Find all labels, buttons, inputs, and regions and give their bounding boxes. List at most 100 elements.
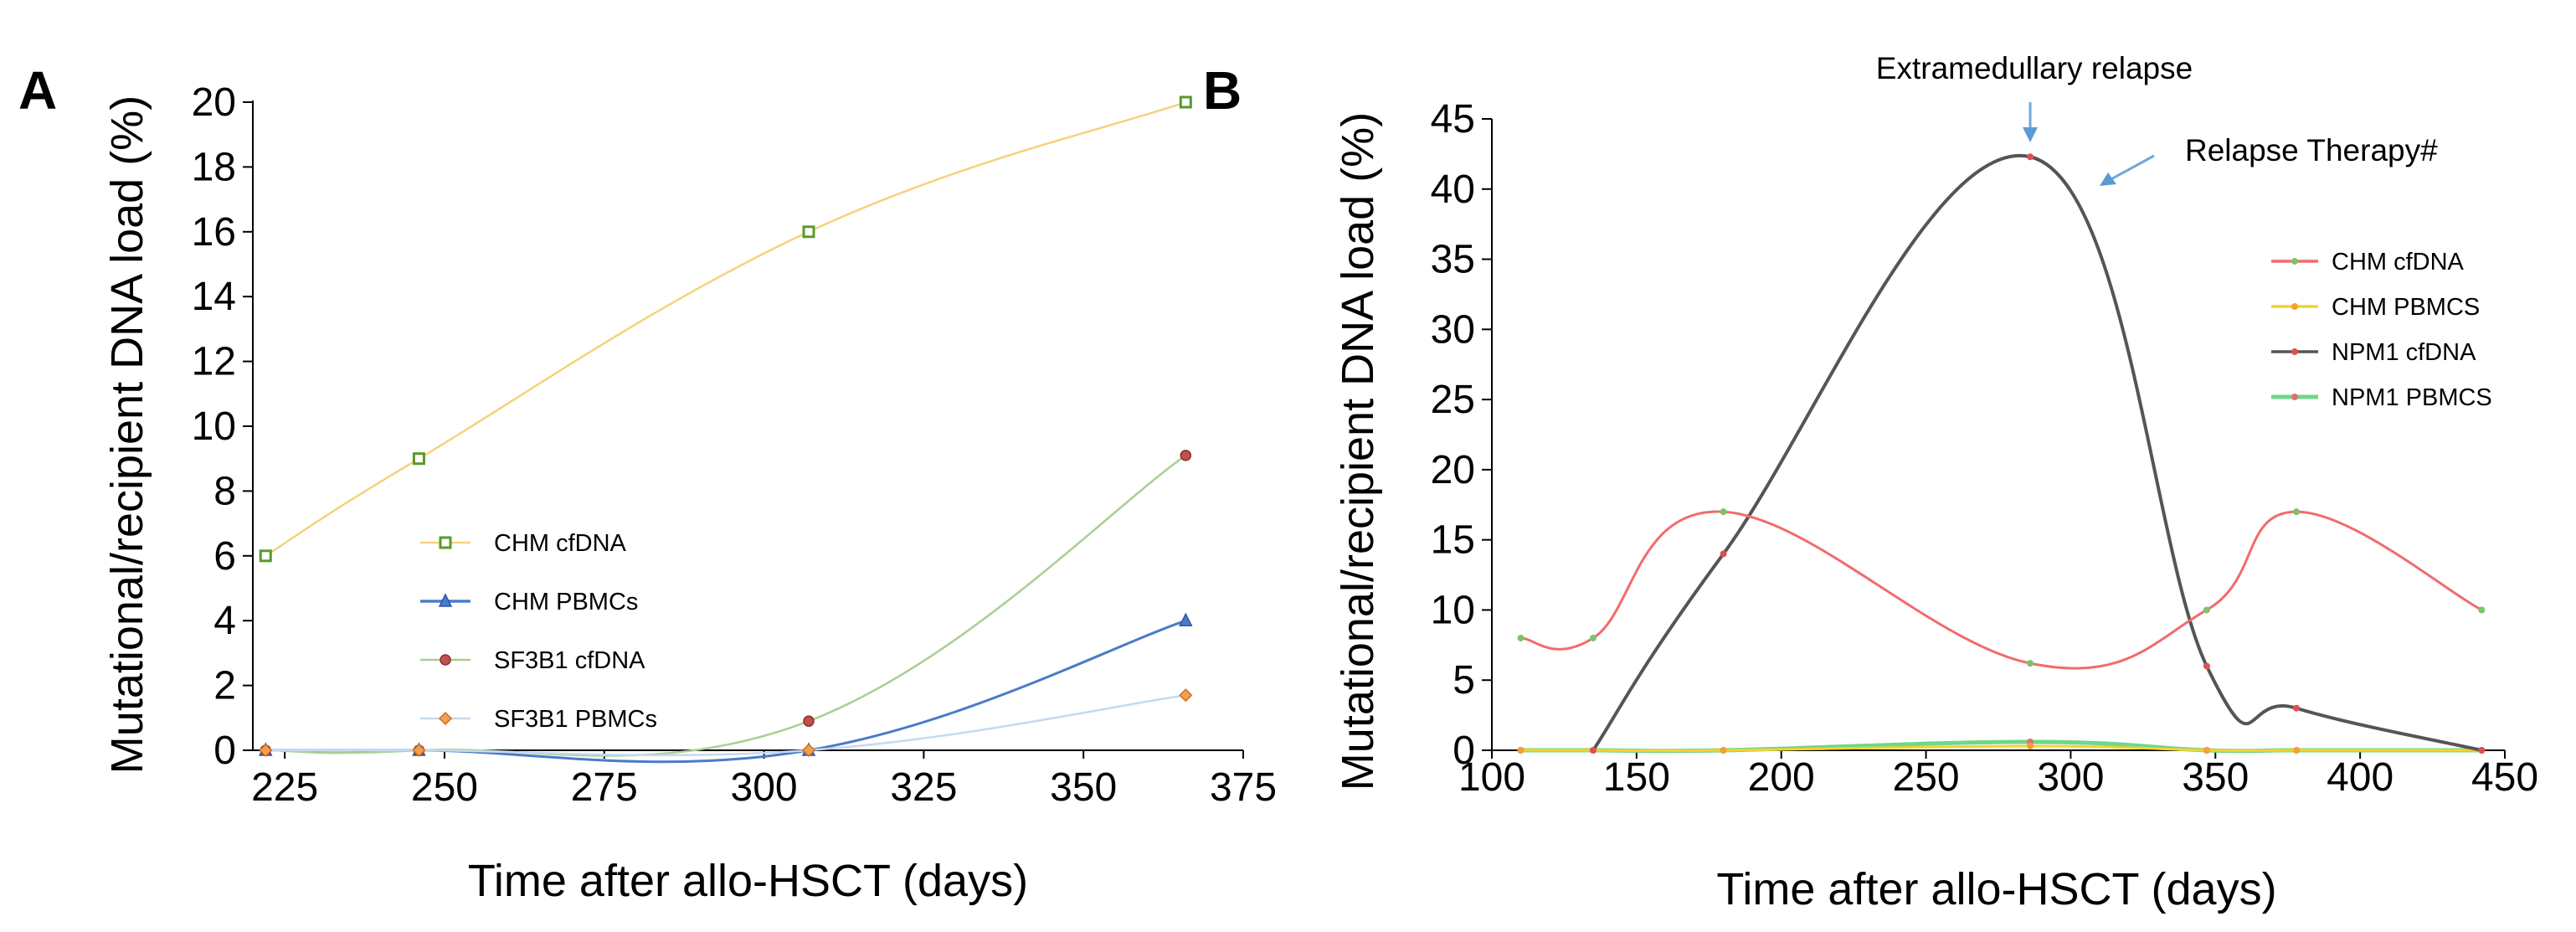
- legend-marker: [2291, 394, 2298, 400]
- data-point: [1720, 747, 1727, 754]
- x-tick-label: 225: [251, 765, 318, 810]
- legend-marker: [440, 654, 451, 666]
- series-line: [265, 619, 1186, 764]
- data-point: [412, 743, 426, 758]
- data-point: [2293, 704, 2301, 712]
- series-sf3b1-cfdna: [260, 450, 1192, 757]
- annotation-arrowhead: [2023, 127, 2039, 142]
- y-tick-label: 4: [213, 599, 236, 643]
- y-tick-label: 10: [192, 404, 236, 449]
- legend-label: NPM1 PBMCS: [2332, 384, 2492, 411]
- annotation-extramedullary-relapse: Extramedullary relapse: [1876, 51, 2193, 85]
- series-line: [265, 454, 1187, 757]
- x-tick-label: 375: [1210, 765, 1277, 810]
- y-tick-label: 5: [1453, 658, 1475, 703]
- x-tick-label: 100: [1458, 755, 1525, 800]
- series-chm-pbmcs: [259, 612, 1193, 764]
- x-tick-label: 350: [2182, 755, 2249, 800]
- legend-marker: [438, 711, 453, 726]
- y-tick-label: 25: [1431, 378, 1475, 422]
- annotation-arrow: [2107, 154, 2155, 183]
- data-point: [2478, 606, 2486, 614]
- x-tick-label: 300: [2037, 755, 2104, 800]
- x-axis-title: Time after allo-HSCT (days): [468, 856, 1028, 906]
- y-tick-label: 15: [1431, 518, 1475, 563]
- data-point: [2203, 747, 2210, 754]
- y-tick-label: 12: [192, 340, 236, 384]
- y-tick-label: 8: [213, 469, 236, 513]
- annotations: Extramedullary relapse Relapse Therapy#: [1876, 51, 2438, 186]
- legend-marker: [2291, 303, 2298, 310]
- panel-label-b: B: [1203, 60, 1242, 121]
- data-point: [2027, 742, 2034, 749]
- data-point: [1590, 747, 1597, 754]
- y-tick-label: 0: [213, 729, 236, 773]
- data-point: [1180, 450, 1192, 461]
- x-tick-label: 400: [2327, 755, 2393, 800]
- data-point: [2027, 153, 2034, 161]
- legend: CHM cfDNA CHM PBMCs SF3B1 cfDNA SF3B1 PBMCs: [420, 530, 657, 733]
- y-tick-label: 40: [1431, 167, 1475, 212]
- legend-marker: [438, 593, 453, 607]
- legend-label: SF3B1 cfDNA: [494, 647, 645, 674]
- y-tick-label: 20: [192, 80, 236, 125]
- x-tick-label: 300: [731, 765, 798, 810]
- y-tick-label: 30: [1431, 307, 1475, 352]
- data-point: [802, 225, 815, 239]
- data-point: [2478, 747, 2486, 754]
- y-tick-label: 45: [1431, 97, 1475, 142]
- data-point: [2203, 662, 2210, 670]
- data-point: [2027, 660, 2034, 667]
- x-tick-label: 450: [2471, 755, 2538, 800]
- x-tick-label: 150: [1603, 755, 1670, 800]
- chart-panel-a: 0 2 4 6 8 10 12 14 16 18 20 225 250 275 300 325 350 375 Ti…: [102, 80, 1277, 906]
- x-axis-title: Time after allo-HSCT (days): [1716, 864, 2276, 914]
- data-point: [1720, 508, 1727, 516]
- y-axis-title: Mutational/recipient DNA load (%): [102, 95, 152, 774]
- y-tick-label: 0: [1453, 729, 1475, 773]
- y-tick-label: 6: [213, 534, 236, 579]
- legend-label: CHM PBMCS: [2332, 294, 2480, 321]
- x-tick-label: 250: [1893, 755, 1960, 800]
- x-tick-label: 350: [1050, 765, 1117, 810]
- data-point: [2293, 508, 2301, 516]
- series-line: [1591, 153, 2482, 752]
- series-npm1-cfdna: [1590, 153, 2486, 754]
- data-point: [803, 715, 815, 727]
- x-tick-label: 250: [411, 765, 478, 810]
- x-tick-label: 200: [1748, 755, 1815, 800]
- annotation-arrowhead: [2100, 172, 2116, 186]
- x-tick-label: 325: [890, 765, 957, 810]
- data-point: [2203, 606, 2210, 614]
- legend-label: CHM cfDNA: [2332, 249, 2465, 275]
- annotation-relapse-therapy: Relapse Therapy#: [2185, 133, 2438, 167]
- data-point: [1179, 688, 1193, 703]
- series-chm-cfdna: [259, 95, 1192, 563]
- chart-panel-b: 0 5 10 15 20 25 30 35 40 45 100 150 200 250 300 350 400 4…: [1333, 51, 2538, 914]
- legend-label: NPM1 cfDNA: [2332, 339, 2476, 366]
- legend-marker: [439, 536, 452, 549]
- y-tick-label: 14: [192, 275, 236, 319]
- y-tick-label: 20: [1431, 448, 1475, 492]
- legend-label: SF3B1 PBMCs: [494, 706, 657, 733]
- data-point: [1179, 612, 1193, 626]
- series-chm-cfdna: [1517, 508, 2486, 670]
- series-sf3b1-pbmcs: [259, 688, 1193, 758]
- series-line: [265, 100, 1186, 557]
- legend-label: CHM cfDNA: [494, 530, 627, 557]
- legend-label: CHM PBMCs: [494, 589, 638, 615]
- x-tick-label: 275: [571, 765, 638, 810]
- data-point: [1590, 634, 1597, 641]
- y-tick-label: 18: [192, 145, 236, 189]
- panel-label-a: A: [18, 60, 57, 121]
- y-tick-label: 10: [1431, 588, 1475, 632]
- data-point: [259, 743, 273, 758]
- legend-marker: [2291, 258, 2298, 265]
- series-line: [265, 693, 1186, 757]
- y-tick-label: 35: [1431, 238, 1475, 282]
- series-line: [1520, 510, 2483, 670]
- data-point: [2293, 747, 2301, 754]
- y-tick-label: 2: [213, 664, 236, 708]
- data-point: [1517, 634, 1525, 641]
